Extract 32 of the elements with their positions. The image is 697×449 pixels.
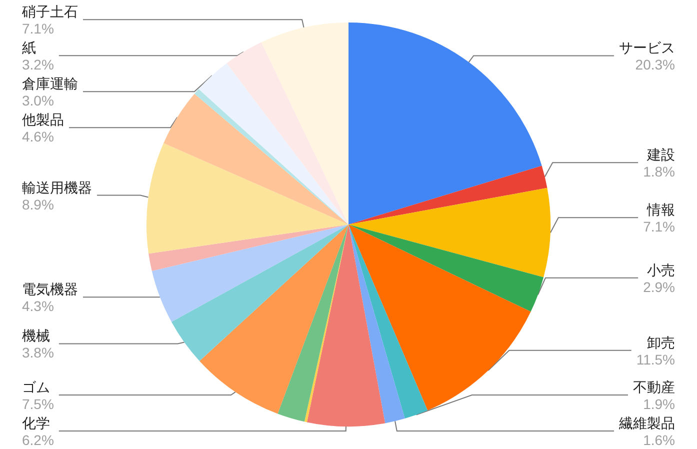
slice-label: 小売 [647,262,675,278]
data-label: 4.6% [22,128,54,145]
slice-label: 機械 [22,328,50,344]
slice-label: ゴム [22,379,50,395]
data-label: 7.1% [643,218,675,235]
data-label: 4.3% [22,298,54,314]
slice-label: 繊維製品 [618,415,675,431]
slice-label: 倉庫運輸 [22,76,78,92]
data-label: 7.5% [22,396,54,412]
slice-label: 輸送用機器 [22,179,92,196]
slice-label: 情報 [646,202,675,218]
data-label: 1.6% [643,432,675,448]
data-label: 20.3% [635,56,675,73]
slice-label: 電気機器 [22,281,78,298]
data-label: 8.9% [22,196,54,212]
data-label: 2.9% [643,278,675,295]
slice-label: 卸売 [647,334,675,350]
data-label: 3.8% [22,344,54,361]
data-label: 1.8% [643,164,675,180]
slice-label: 硝子土石 [21,4,78,20]
data-label: 11.5% [636,351,675,368]
slice-label: 化学 [22,415,50,431]
slice-label: サービス [619,40,675,56]
slice-label: 紙 [22,40,36,56]
data-label: 1.9% [643,396,675,412]
slice-label: 不動産 [633,379,675,395]
slice-label: 他製品 [22,112,64,128]
data-label: 3.2% [22,56,54,73]
data-label: 3.0% [22,92,54,109]
slice-label: 建設 [646,146,675,163]
data-label: 7.1% [22,20,54,37]
data-label: 6.2% [22,432,54,448]
